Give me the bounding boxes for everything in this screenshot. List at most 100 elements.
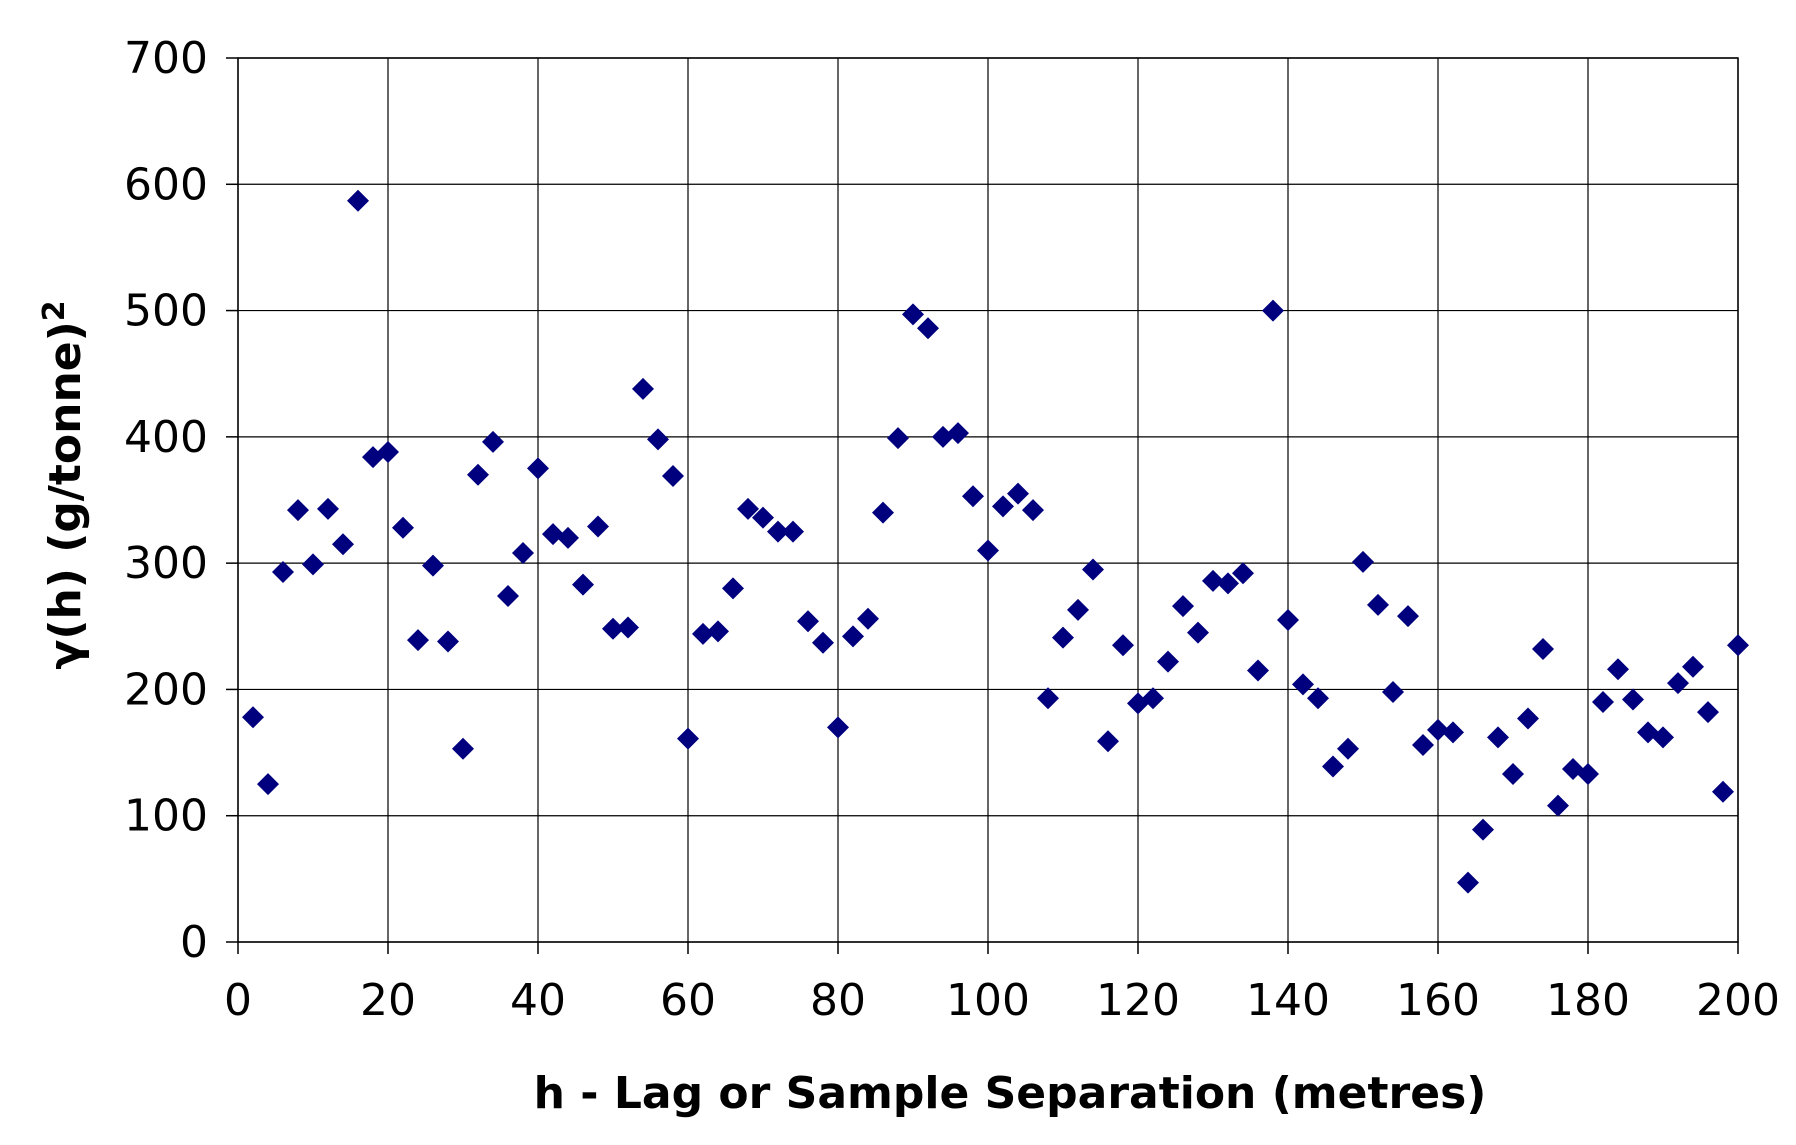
x-tick-label: 40 — [510, 975, 566, 1026]
data-point — [932, 425, 954, 448]
data-point — [1307, 687, 1329, 710]
data-point — [317, 497, 339, 520]
data-point — [1652, 726, 1674, 749]
x-tick-label: 0 — [224, 975, 252, 1026]
x-tick-label: 160 — [1396, 975, 1480, 1026]
data-point — [1607, 658, 1629, 681]
data-point — [452, 737, 474, 760]
data-point — [977, 539, 999, 562]
data-point — [1067, 598, 1089, 621]
data-point — [1697, 701, 1719, 724]
data-point — [707, 620, 729, 643]
data-point — [347, 189, 369, 212]
data-point — [1022, 499, 1044, 522]
y-tick-label: 0 — [180, 917, 208, 968]
data-point — [392, 516, 414, 539]
data-point — [692, 622, 714, 645]
data-point — [242, 706, 264, 729]
data-point — [1052, 626, 1074, 649]
data-point — [1217, 572, 1239, 595]
data-point — [467, 463, 489, 486]
data-point — [1427, 718, 1449, 741]
y-tick-label: 500 — [124, 286, 208, 337]
x-tick-label: 20 — [360, 975, 416, 1026]
data-point — [1037, 687, 1059, 710]
data-point — [842, 625, 864, 648]
y-tick-label: 300 — [124, 538, 208, 589]
data-point — [1712, 780, 1734, 803]
y-axis-title-text: γ(h) (g/tonne) — [40, 321, 91, 669]
data-point — [782, 520, 804, 543]
data-point — [1187, 621, 1209, 644]
x-tick-label: 140 — [1246, 975, 1330, 1026]
data-point — [752, 506, 774, 529]
data-point — [512, 542, 534, 565]
data-point — [662, 465, 684, 488]
y-tick-label: 200 — [124, 664, 208, 715]
y-axis-title-superscript: 2 — [37, 300, 72, 321]
data-point — [527, 457, 549, 480]
x-tick-label: 80 — [810, 975, 866, 1026]
data-point — [1532, 638, 1554, 661]
data-point — [1682, 655, 1704, 678]
data-point — [1277, 608, 1299, 631]
data-point — [602, 617, 624, 640]
data-point — [257, 773, 279, 796]
data-point — [887, 427, 909, 450]
data-point — [992, 495, 1014, 518]
data-point — [1202, 569, 1224, 592]
data-point — [1247, 659, 1269, 682]
data-point — [1292, 673, 1314, 696]
data-point — [1367, 593, 1389, 616]
y-axis-ticks: 0 100 200 300 400 500 600 700 — [124, 33, 238, 968]
data-point — [917, 317, 939, 340]
data-point — [962, 485, 984, 508]
data-point — [1592, 691, 1614, 714]
x-axis-ticks: 0 20 40 60 80 100 120 140 160 180 200 — [224, 942, 1780, 1026]
data-point — [812, 631, 834, 654]
data-point — [1442, 721, 1464, 744]
y-tick-label: 100 — [124, 791, 208, 842]
grid-lines — [237, 57, 1739, 943]
data-point — [722, 577, 744, 600]
data-point — [1007, 482, 1029, 505]
data-point — [1142, 687, 1164, 710]
data-point — [1232, 562, 1254, 585]
data-point — [1547, 794, 1569, 817]
data-point — [542, 523, 564, 546]
x-tick-label: 100 — [946, 975, 1030, 1026]
data-point — [482, 430, 504, 453]
data-point — [1157, 650, 1179, 673]
data-point — [827, 716, 849, 739]
y-axis-title: γ(h) (g/tonne)2 — [37, 300, 91, 669]
data-point — [1112, 634, 1134, 657]
data-point — [1472, 818, 1494, 841]
y-tick-label: 600 — [124, 159, 208, 210]
data-point — [647, 428, 669, 451]
y-tick-label: 700 — [124, 33, 208, 84]
data-point — [377, 441, 399, 464]
data-point — [1487, 726, 1509, 749]
data-point — [1397, 605, 1419, 628]
data-point — [1382, 680, 1404, 703]
data-point — [302, 553, 324, 576]
x-tick-label: 180 — [1546, 975, 1630, 1026]
data-point — [272, 560, 294, 583]
data-point — [1577, 763, 1599, 786]
data-point — [422, 554, 444, 577]
data-point — [737, 497, 759, 520]
data-point — [1727, 634, 1749, 657]
data-point — [617, 616, 639, 639]
data-point — [1082, 558, 1104, 581]
data-point — [677, 727, 699, 750]
data-points — [242, 189, 1749, 894]
data-point — [767, 520, 789, 543]
data-point — [557, 526, 579, 549]
x-tick-label: 60 — [660, 975, 716, 1026]
data-point — [1337, 737, 1359, 760]
data-point — [1172, 595, 1194, 618]
data-point — [572, 573, 594, 596]
data-point — [902, 303, 924, 326]
data-point — [1322, 755, 1344, 778]
